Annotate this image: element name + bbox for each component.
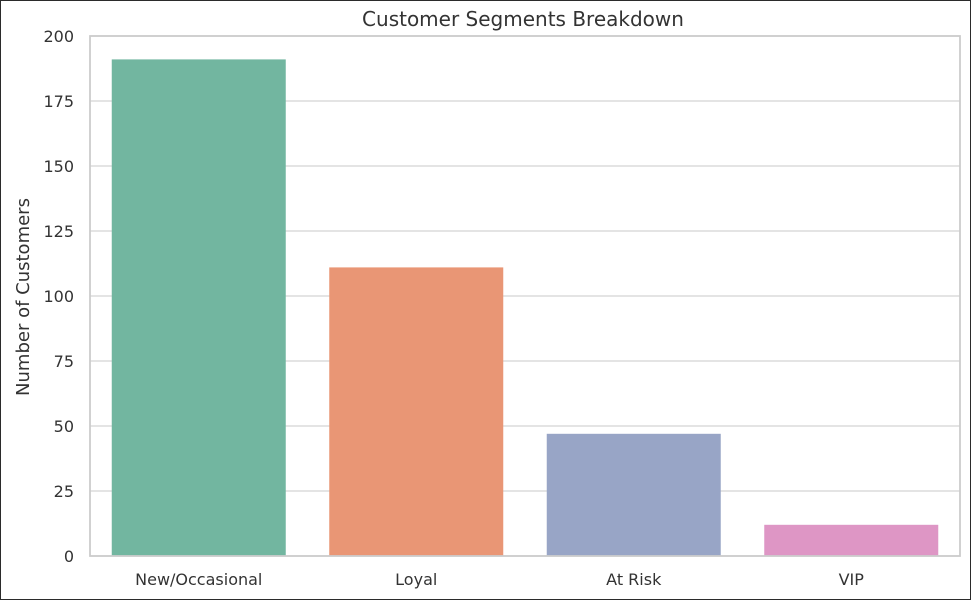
- bar: [111, 59, 286, 557]
- x-tick-label: New/Occasional: [135, 570, 262, 589]
- x-tick-label: Loyal: [395, 570, 437, 589]
- y-tick-label: 200: [43, 27, 74, 46]
- y-tick-label: 75: [54, 352, 74, 371]
- y-tick-label: 0: [64, 547, 74, 566]
- x-tick-label: VIP: [839, 570, 865, 589]
- y-tick-label: 175: [43, 92, 74, 111]
- y-tick-label: 50: [54, 417, 74, 436]
- y-tick-label: 100: [43, 287, 74, 306]
- y-tick-label: 125: [43, 222, 74, 241]
- x-axis-ticks: New/Occasional Loyal At Risk VIP: [135, 570, 864, 589]
- y-axis-label: Number of Customers: [13, 198, 34, 396]
- chart-title: Customer Segments Breakdown: [362, 7, 684, 31]
- bar: [764, 524, 939, 556]
- bars: [111, 59, 939, 557]
- plot-area-border: [89, 35, 961, 557]
- y-tick-label: 150: [43, 157, 74, 176]
- y-tick-label: 25: [54, 482, 74, 501]
- y-axis-ticks: 0 25 50 75 100 125 150 175 200: [43, 27, 74, 566]
- x-tick-label: At Risk: [606, 570, 662, 589]
- bar: [329, 267, 504, 556]
- bar: [546, 433, 721, 556]
